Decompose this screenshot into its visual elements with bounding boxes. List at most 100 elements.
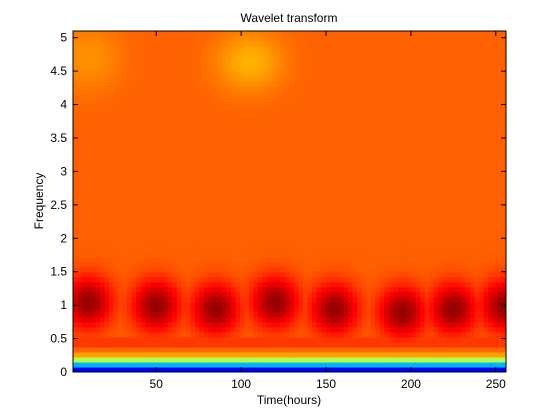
- heatmap-cell: [348, 191, 354, 198]
- heatmap-cell: [199, 121, 205, 127]
- heatmap-cell: [95, 256, 101, 263]
- heatmap-cell: [109, 326, 115, 333]
- heatmap-cell: [158, 226, 164, 233]
- heatmap-cell: [330, 286, 336, 293]
- heatmap-cell: [375, 241, 381, 248]
- heatmap-cell: [158, 346, 164, 353]
- heatmap-cell: [82, 151, 88, 157]
- heatmap-cell: [294, 76, 300, 82]
- heatmap-cell: [343, 86, 349, 92]
- heatmap-cell: [127, 46, 133, 52]
- heatmap-cell: [95, 61, 101, 67]
- heatmap-cell: [248, 236, 255, 243]
- heatmap-cell: [208, 361, 214, 368]
- heatmap-cell: [393, 46, 399, 52]
- heatmap-cell: [190, 276, 196, 283]
- heatmap-cell: [86, 351, 92, 358]
- heatmap-cell: [190, 131, 196, 137]
- heatmap-cell: [145, 301, 151, 308]
- heatmap-cell: [181, 311, 187, 318]
- heatmap-cell: [262, 361, 268, 368]
- heatmap-cell: [113, 286, 119, 293]
- heatmap-cell: [181, 211, 187, 218]
- heatmap-cell: [298, 241, 304, 248]
- heatmap-cell: [163, 361, 169, 368]
- heatmap-cell: [370, 236, 376, 243]
- heatmap-cell: [122, 41, 128, 47]
- heatmap-cell: [321, 176, 327, 183]
- heatmap-cell: [181, 366, 187, 372]
- heatmap-cell: [104, 356, 110, 363]
- heatmap-cell: [289, 276, 295, 283]
- heatmap-cell: [307, 266, 313, 273]
- heatmap-cell: [163, 66, 169, 72]
- heatmap-cell: [145, 216, 151, 223]
- heatmap-cell: [172, 336, 178, 343]
- heatmap-cell: [266, 206, 273, 213]
- heatmap-cell: [82, 271, 88, 278]
- heatmap-cell: [203, 96, 209, 102]
- heatmap-cell: [203, 126, 209, 132]
- heatmap-cell: [266, 106, 273, 112]
- heatmap-cell: [131, 351, 137, 358]
- heatmap-cell: [298, 366, 304, 372]
- heatmap-cell: [289, 306, 295, 313]
- heatmap-cell: [127, 226, 133, 233]
- heatmap-cell: [325, 116, 331, 122]
- heatmap-cell: [208, 156, 214, 162]
- heatmap-cell: [86, 171, 92, 178]
- heatmap-cell: [91, 301, 97, 308]
- heatmap-cell: [140, 91, 146, 97]
- heatmap-cell: [303, 146, 309, 152]
- heatmap-cell: [221, 346, 227, 353]
- heatmap-cell: [375, 261, 381, 268]
- heatmap-cell: [244, 156, 250, 162]
- heatmap-cell: [357, 91, 363, 97]
- heatmap-cell: [131, 311, 137, 318]
- heatmap-cell: [307, 136, 313, 142]
- heatmap-cell: [284, 351, 291, 358]
- heatmap-cell: [348, 216, 354, 223]
- heatmap-cell: [352, 236, 358, 243]
- heatmap-cell: [348, 296, 354, 303]
- heatmap-cell: [212, 291, 218, 298]
- heatmap-cell: [239, 136, 245, 142]
- heatmap-cell: [163, 266, 169, 273]
- heatmap-cell: [154, 166, 160, 173]
- heatmap-cell: [361, 76, 367, 82]
- heatmap-cell: [158, 106, 164, 112]
- heatmap-cell: [348, 316, 354, 323]
- heatmap-cell: [316, 361, 322, 368]
- heatmap-cell: [352, 66, 358, 72]
- heatmap-cell: [366, 46, 372, 52]
- heatmap-cell: [100, 191, 106, 198]
- heatmap-cell: [91, 356, 97, 363]
- heatmap-cell: [307, 276, 313, 283]
- heatmap-cell: [145, 306, 151, 313]
- heatmap-cell: [334, 81, 340, 87]
- heatmap-cell: [118, 271, 124, 278]
- heatmap-cell: [172, 101, 178, 107]
- heatmap-cell: [307, 226, 313, 233]
- heatmap-cell: [221, 191, 227, 198]
- heatmap-cell: [194, 161, 200, 167]
- heatmap-cell: [316, 296, 322, 303]
- heatmap-cell: [100, 31, 106, 37]
- heatmap-cell: [239, 41, 245, 47]
- heatmap-cell: [221, 66, 227, 72]
- heatmap-cell: [140, 81, 146, 87]
- heatmap-cell: [86, 121, 92, 127]
- heatmap-cell: [388, 241, 394, 248]
- heatmap-cell: [352, 336, 358, 343]
- heatmap-cell: [375, 271, 381, 278]
- heatmap-cell: [352, 191, 358, 198]
- heatmap-cell: [203, 221, 209, 228]
- heatmap-cell: [158, 56, 164, 62]
- heatmap-cell: [77, 211, 83, 218]
- heatmap-cell: [235, 366, 241, 372]
- heatmap-cell: [136, 236, 142, 243]
- heatmap-cell: [316, 51, 322, 57]
- heatmap-cell: [212, 321, 218, 328]
- heatmap-cell: [95, 216, 101, 223]
- heatmap-cell: [149, 291, 155, 298]
